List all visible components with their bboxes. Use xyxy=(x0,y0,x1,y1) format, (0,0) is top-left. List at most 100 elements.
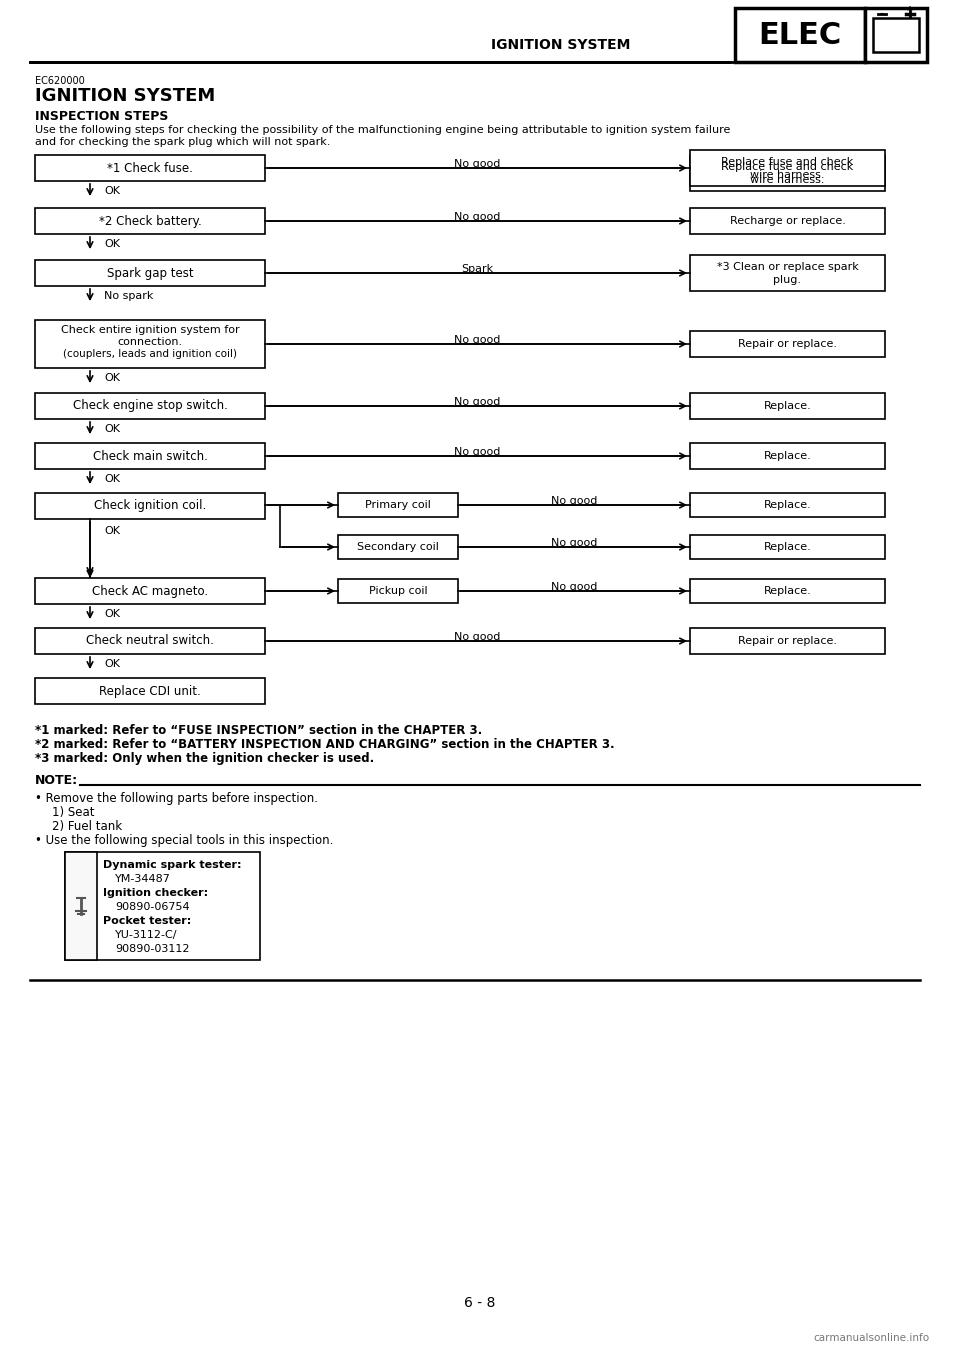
Text: 90890-03112: 90890-03112 xyxy=(115,944,189,955)
Bar xyxy=(35,443,265,469)
Text: No good: No good xyxy=(454,447,501,458)
Bar xyxy=(35,493,265,519)
Text: Check AC magneto.: Check AC magneto. xyxy=(92,584,208,598)
Text: Replace fuse and check: Replace fuse and check xyxy=(721,162,853,172)
Text: INSPECTION STEPS: INSPECTION STEPS xyxy=(35,110,168,124)
Bar xyxy=(690,392,885,420)
Bar xyxy=(865,8,927,62)
Text: ELEC: ELEC xyxy=(758,20,842,49)
Text: Replace.: Replace. xyxy=(763,451,811,460)
Bar xyxy=(35,259,265,287)
Text: Replace.: Replace. xyxy=(763,500,811,511)
Bar xyxy=(35,155,265,181)
Text: OK: OK xyxy=(104,526,120,536)
Text: No good: No good xyxy=(551,496,597,507)
Text: *3 marked: Only when the ignition checker is used.: *3 marked: Only when the ignition checke… xyxy=(35,752,374,765)
Text: Replace fuse and check: Replace fuse and check xyxy=(721,158,853,167)
Text: OK: OK xyxy=(104,659,120,669)
Text: EC620000: EC620000 xyxy=(35,76,84,86)
Text: OK: OK xyxy=(104,373,120,383)
Bar xyxy=(690,535,885,559)
Text: Check ignition coil.: Check ignition coil. xyxy=(94,500,206,512)
Text: OK: OK xyxy=(104,186,120,196)
Text: 2) Fuel tank: 2) Fuel tank xyxy=(52,820,122,832)
Bar xyxy=(690,149,885,186)
Bar xyxy=(690,208,885,234)
Text: Check entire ignition system for: Check entire ignition system for xyxy=(60,325,239,335)
Text: Check main switch.: Check main switch. xyxy=(92,449,207,463)
Text: connection.: connection. xyxy=(117,337,182,348)
Text: • Remove the following parts before inspection.: • Remove the following parts before insp… xyxy=(35,792,318,805)
Text: *1 marked: Refer to “FUSE INSPECTION” section in the CHAPTER 3.: *1 marked: Refer to “FUSE INSPECTION” se… xyxy=(35,724,482,737)
Text: wire harness.: wire harness. xyxy=(751,170,825,181)
Text: Recharge or replace.: Recharge or replace. xyxy=(730,216,846,225)
Text: Spark: Spark xyxy=(462,263,493,274)
Text: Replace CDI unit.: Replace CDI unit. xyxy=(99,684,201,698)
Text: *2 Check battery.: *2 Check battery. xyxy=(99,215,202,228)
Text: plug.: plug. xyxy=(774,276,802,285)
Text: No good: No good xyxy=(454,335,501,345)
Text: Spark gap test: Spark gap test xyxy=(107,266,193,280)
Bar xyxy=(873,18,919,52)
Text: OK: OK xyxy=(104,239,120,249)
Text: No good: No good xyxy=(454,397,501,407)
Text: Replace.: Replace. xyxy=(763,542,811,551)
Bar xyxy=(690,331,885,357)
Bar xyxy=(35,208,265,234)
Text: NOTE:: NOTE: xyxy=(35,774,78,788)
Text: YU-3112-C/: YU-3112-C/ xyxy=(115,930,178,940)
Bar xyxy=(35,320,265,368)
Text: Secondary coil: Secondary coil xyxy=(357,542,439,551)
Text: Pocket tester:: Pocket tester: xyxy=(103,917,191,926)
Text: Check engine stop switch.: Check engine stop switch. xyxy=(73,399,228,413)
Text: 90890-06754: 90890-06754 xyxy=(115,902,190,913)
Bar xyxy=(690,579,885,603)
Text: No good: No good xyxy=(454,159,501,168)
Bar xyxy=(65,851,260,960)
Text: Ignition checker:: Ignition checker: xyxy=(103,888,208,898)
Bar xyxy=(35,678,265,703)
Text: Dynamic spark tester:: Dynamic spark tester: xyxy=(103,860,242,870)
Bar xyxy=(690,155,885,191)
Text: OK: OK xyxy=(104,474,120,483)
Bar xyxy=(338,535,458,559)
Text: YM-34487: YM-34487 xyxy=(115,875,171,884)
Text: (couplers, leads and ignition coil): (couplers, leads and ignition coil) xyxy=(63,349,237,359)
Text: and for checking the spark plug which will not spark.: and for checking the spark plug which wi… xyxy=(35,137,330,147)
Text: Check neutral switch.: Check neutral switch. xyxy=(86,634,214,648)
Bar xyxy=(338,493,458,517)
Text: OK: OK xyxy=(104,424,120,435)
Bar xyxy=(338,579,458,603)
Text: Use the following steps for checking the possibility of the malfunctioning engin: Use the following steps for checking the… xyxy=(35,125,731,134)
Text: Replace.: Replace. xyxy=(763,587,811,596)
Text: wire harness.: wire harness. xyxy=(751,175,825,185)
Bar xyxy=(690,443,885,469)
Text: Pickup coil: Pickup coil xyxy=(369,587,427,596)
Text: *1 Check fuse.: *1 Check fuse. xyxy=(108,162,193,174)
Bar xyxy=(690,255,885,291)
Bar xyxy=(35,579,265,604)
Text: *2 marked: Refer to “BATTERY INSPECTION AND CHARGING” section in the CHAPTER 3.: *2 marked: Refer to “BATTERY INSPECTION … xyxy=(35,737,614,751)
Text: Repair or replace.: Repair or replace. xyxy=(738,636,837,646)
Text: 1) Seat: 1) Seat xyxy=(52,807,94,819)
Bar xyxy=(690,493,885,517)
Text: IGNITION SYSTEM: IGNITION SYSTEM xyxy=(35,87,215,105)
Bar xyxy=(690,627,885,655)
Text: *3 Clean or replace spark: *3 Clean or replace spark xyxy=(716,262,858,272)
Text: OK: OK xyxy=(104,608,120,619)
Bar xyxy=(65,851,97,960)
Text: No good: No good xyxy=(454,631,501,642)
Text: +: + xyxy=(906,5,914,15)
Text: • Use the following special tools in this inspection.: • Use the following special tools in thi… xyxy=(35,834,333,847)
Text: No spark: No spark xyxy=(104,291,154,301)
Text: No good: No good xyxy=(454,212,501,221)
Text: -: - xyxy=(880,10,884,19)
Text: carmanualsonline.info: carmanualsonline.info xyxy=(814,1334,930,1343)
Text: 6 - 8: 6 - 8 xyxy=(465,1296,495,1310)
Text: Repair or replace.: Repair or replace. xyxy=(738,340,837,349)
Text: Primary coil: Primary coil xyxy=(365,500,431,511)
Bar xyxy=(35,392,265,420)
Text: IGNITION SYSTEM: IGNITION SYSTEM xyxy=(491,38,630,52)
Text: No good: No good xyxy=(551,538,597,549)
Bar xyxy=(735,8,865,62)
